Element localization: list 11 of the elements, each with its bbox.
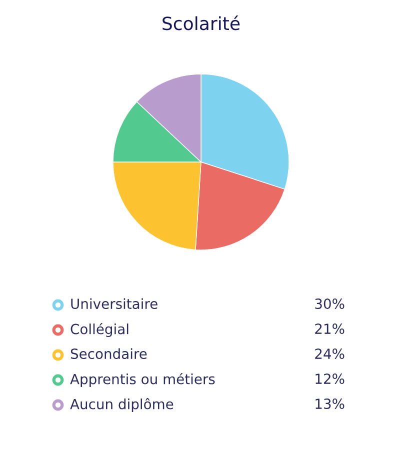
- data-label: 12%: [316, 374, 344, 384]
- legend-label: Secondaire: [70, 348, 147, 360]
- legend-label: Universitaire: [71, 298, 158, 310]
- data-label: 21%: [315, 324, 344, 334]
- chart-title: Scolarité: [162, 16, 240, 30]
- legend-label: Collégial: [70, 323, 128, 337]
- data-label: 13%: [316, 398, 344, 410]
- data-label: 30%: [315, 298, 344, 310]
- legend-label: Aucun diplôme: [70, 398, 174, 412]
- data-label: 24%: [315, 348, 344, 360]
- legend-label: Apprentis ou métiers: [70, 373, 215, 387]
